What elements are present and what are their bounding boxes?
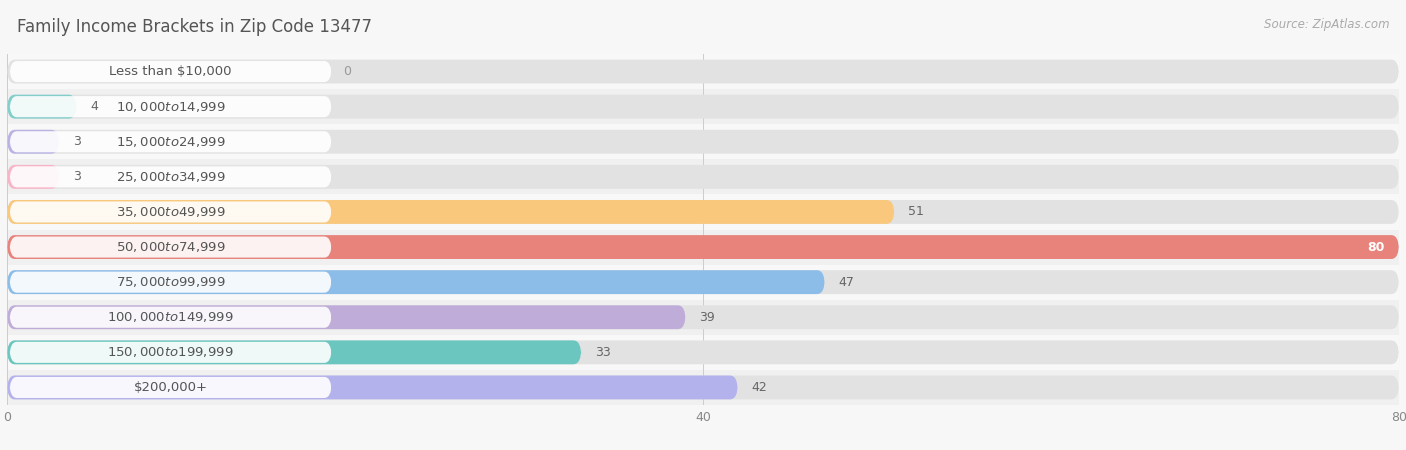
FancyBboxPatch shape bbox=[10, 61, 332, 82]
Text: 51: 51 bbox=[908, 206, 924, 218]
Text: $75,000 to $99,999: $75,000 to $99,999 bbox=[115, 275, 225, 289]
FancyBboxPatch shape bbox=[7, 200, 894, 224]
FancyBboxPatch shape bbox=[7, 59, 1399, 84]
Text: 80: 80 bbox=[1368, 241, 1385, 253]
FancyBboxPatch shape bbox=[7, 375, 738, 400]
FancyBboxPatch shape bbox=[7, 165, 59, 189]
FancyBboxPatch shape bbox=[7, 94, 1399, 119]
FancyBboxPatch shape bbox=[7, 130, 59, 154]
FancyBboxPatch shape bbox=[10, 342, 332, 363]
Bar bbox=[7, 194, 1399, 230]
FancyBboxPatch shape bbox=[10, 131, 332, 152]
Text: 33: 33 bbox=[595, 346, 610, 359]
Text: $150,000 to $199,999: $150,000 to $199,999 bbox=[107, 345, 233, 360]
FancyBboxPatch shape bbox=[10, 202, 332, 222]
Text: $50,000 to $74,999: $50,000 to $74,999 bbox=[115, 240, 225, 254]
Bar bbox=[7, 159, 1399, 194]
FancyBboxPatch shape bbox=[7, 375, 1399, 400]
Text: $100,000 to $149,999: $100,000 to $149,999 bbox=[107, 310, 233, 324]
Text: $35,000 to $49,999: $35,000 to $49,999 bbox=[115, 205, 225, 219]
Text: 0: 0 bbox=[343, 65, 352, 78]
FancyBboxPatch shape bbox=[7, 270, 825, 294]
FancyBboxPatch shape bbox=[10, 272, 332, 292]
Bar bbox=[7, 335, 1399, 370]
Bar bbox=[7, 230, 1399, 265]
FancyBboxPatch shape bbox=[7, 130, 1399, 154]
Bar bbox=[7, 124, 1399, 159]
Text: Family Income Brackets in Zip Code 13477: Family Income Brackets in Zip Code 13477 bbox=[17, 18, 371, 36]
Text: $200,000+: $200,000+ bbox=[134, 381, 208, 394]
FancyBboxPatch shape bbox=[10, 96, 332, 117]
Text: Source: ZipAtlas.com: Source: ZipAtlas.com bbox=[1264, 18, 1389, 31]
Text: $25,000 to $34,999: $25,000 to $34,999 bbox=[115, 170, 225, 184]
FancyBboxPatch shape bbox=[7, 340, 1399, 364]
Bar bbox=[7, 300, 1399, 335]
FancyBboxPatch shape bbox=[7, 235, 1399, 259]
Bar bbox=[7, 54, 1399, 89]
Text: 42: 42 bbox=[752, 381, 768, 394]
Text: 3: 3 bbox=[73, 171, 82, 183]
FancyBboxPatch shape bbox=[7, 235, 1399, 259]
Text: 47: 47 bbox=[839, 276, 855, 288]
FancyBboxPatch shape bbox=[10, 237, 332, 257]
FancyBboxPatch shape bbox=[7, 165, 1399, 189]
FancyBboxPatch shape bbox=[7, 270, 1399, 294]
FancyBboxPatch shape bbox=[7, 340, 581, 364]
FancyBboxPatch shape bbox=[10, 307, 332, 328]
FancyBboxPatch shape bbox=[10, 377, 332, 398]
Text: $15,000 to $24,999: $15,000 to $24,999 bbox=[115, 135, 225, 149]
Text: 4: 4 bbox=[90, 100, 98, 113]
Text: 3: 3 bbox=[73, 135, 82, 148]
FancyBboxPatch shape bbox=[7, 305, 686, 329]
Text: Less than $10,000: Less than $10,000 bbox=[110, 65, 232, 78]
Bar bbox=[7, 265, 1399, 300]
FancyBboxPatch shape bbox=[7, 305, 1399, 329]
FancyBboxPatch shape bbox=[7, 94, 77, 119]
Text: 39: 39 bbox=[700, 311, 716, 324]
Bar bbox=[7, 89, 1399, 124]
FancyBboxPatch shape bbox=[10, 166, 332, 187]
Bar bbox=[7, 370, 1399, 405]
Text: $10,000 to $14,999: $10,000 to $14,999 bbox=[115, 99, 225, 114]
FancyBboxPatch shape bbox=[7, 200, 1399, 224]
